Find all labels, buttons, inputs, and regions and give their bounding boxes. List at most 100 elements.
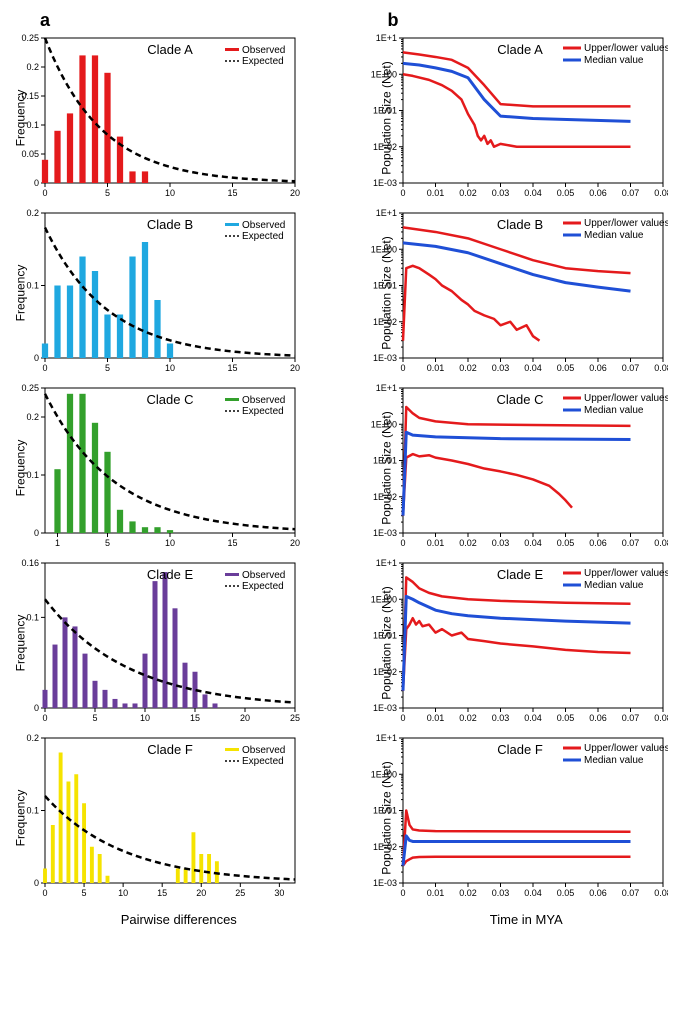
svg-text:0.2: 0.2 bbox=[26, 733, 39, 743]
svg-text:0.06: 0.06 bbox=[589, 538, 607, 548]
chart-wrapper: Population Size (Net)00.010.020.030.040.… bbox=[358, 558, 685, 728]
bar bbox=[42, 344, 48, 359]
svg-text:20: 20 bbox=[240, 713, 250, 723]
bar bbox=[167, 530, 173, 533]
legend-upperlower-label: Upper/lower values bbox=[584, 568, 668, 579]
y-axis-label: Frequency bbox=[13, 440, 27, 497]
svg-text:0.05: 0.05 bbox=[556, 363, 574, 373]
bar-chart-clade-b: 0510152000.10.2Clade BObservedExpected bbox=[10, 208, 300, 378]
y-axis-label: Frequency bbox=[13, 90, 27, 147]
bar bbox=[43, 690, 48, 708]
legend-observed-label: Observed bbox=[242, 570, 285, 581]
legend-observed-label: Observed bbox=[242, 745, 285, 756]
median-line bbox=[403, 596, 631, 690]
svg-text:5: 5 bbox=[82, 888, 87, 898]
svg-text:0.1: 0.1 bbox=[26, 281, 39, 291]
svg-text:0.07: 0.07 bbox=[621, 188, 639, 198]
panel-a-label: a bbox=[40, 10, 348, 31]
bar bbox=[54, 131, 60, 183]
legend-upperlower-label: Upper/lower values bbox=[584, 743, 668, 754]
svg-text:0.02: 0.02 bbox=[459, 888, 477, 898]
bar bbox=[43, 869, 47, 884]
svg-text:1E+1: 1E+1 bbox=[375, 208, 396, 218]
svg-text:20: 20 bbox=[290, 538, 300, 548]
bar bbox=[59, 753, 63, 884]
svg-text:0.05: 0.05 bbox=[556, 888, 574, 898]
y-axis-label: Frequency bbox=[13, 615, 27, 672]
figure-container: a Frequency0510152000.050.10.150.20.25Cl… bbox=[10, 10, 685, 927]
legend-median-label: Median value bbox=[584, 55, 644, 66]
bar bbox=[67, 113, 73, 183]
svg-text:0.08: 0.08 bbox=[654, 888, 668, 898]
panel-b-label: b bbox=[388, 10, 685, 31]
skyline-chart-clade-e: 00.010.020.030.040.050.060.070.081E-031E… bbox=[358, 558, 668, 728]
legend-observed-swatch bbox=[225, 223, 239, 226]
bar bbox=[129, 521, 135, 533]
legend-observed-swatch bbox=[225, 48, 239, 51]
svg-text:5: 5 bbox=[92, 713, 97, 723]
svg-text:0: 0 bbox=[42, 888, 47, 898]
svg-text:0.06: 0.06 bbox=[589, 888, 607, 898]
svg-text:0.04: 0.04 bbox=[524, 888, 542, 898]
legend-median-label: Median value bbox=[584, 580, 644, 591]
legend-observed-swatch bbox=[225, 398, 239, 401]
svg-text:0.05: 0.05 bbox=[556, 713, 574, 723]
svg-text:15: 15 bbox=[227, 538, 237, 548]
bar bbox=[73, 626, 78, 708]
chart-wrapper: Population Size (Net)00.010.020.030.040.… bbox=[358, 208, 685, 378]
svg-text:0.06: 0.06 bbox=[589, 713, 607, 723]
svg-text:1E+1: 1E+1 bbox=[375, 733, 396, 743]
bar bbox=[103, 690, 108, 708]
legend-median-label: Median value bbox=[584, 230, 644, 241]
svg-text:0.08: 0.08 bbox=[654, 188, 668, 198]
clade-label: Clade C bbox=[496, 392, 543, 407]
median-line bbox=[403, 63, 631, 121]
clade-label: Clade F bbox=[147, 742, 193, 757]
bar bbox=[66, 782, 70, 884]
svg-text:0.06: 0.06 bbox=[589, 363, 607, 373]
svg-text:10: 10 bbox=[165, 538, 175, 548]
bar bbox=[133, 703, 138, 708]
lower-line bbox=[403, 74, 631, 147]
y-axis-label: Population Size (Net) bbox=[379, 586, 393, 699]
bar bbox=[51, 825, 55, 883]
bar bbox=[92, 271, 98, 358]
bar bbox=[143, 654, 148, 708]
svg-text:25: 25 bbox=[235, 888, 245, 898]
bar bbox=[129, 171, 135, 183]
bar bbox=[183, 663, 188, 708]
svg-text:0: 0 bbox=[34, 703, 39, 713]
svg-text:5: 5 bbox=[105, 538, 110, 548]
svg-text:0.1: 0.1 bbox=[26, 120, 39, 130]
legend-upperlower-label: Upper/lower values bbox=[584, 393, 668, 404]
upper-line bbox=[403, 407, 631, 516]
chart-wrapper: Frequency0510152000.050.10.150.20.25Clad… bbox=[10, 33, 348, 203]
skyline-chart-clade-b: 00.010.020.030.040.050.060.070.081E-031E… bbox=[358, 208, 668, 378]
svg-text:0.01: 0.01 bbox=[426, 363, 444, 373]
svg-text:0.06: 0.06 bbox=[589, 188, 607, 198]
legend-observed-swatch bbox=[225, 748, 239, 751]
svg-text:1E-03: 1E-03 bbox=[372, 353, 396, 363]
legend-median-label: Median value bbox=[584, 755, 644, 766]
chart-wrapper: Frequency0510152000.10.2Clade BObservedE… bbox=[10, 208, 348, 378]
svg-text:0.02: 0.02 bbox=[459, 188, 477, 198]
bar bbox=[129, 257, 135, 359]
bar bbox=[184, 869, 188, 884]
bar bbox=[98, 854, 102, 883]
bar bbox=[79, 394, 85, 533]
clade-label: Clade E bbox=[147, 567, 194, 582]
svg-text:0.1: 0.1 bbox=[26, 470, 39, 480]
bar bbox=[83, 654, 88, 708]
column-a: a Frequency0510152000.050.10.150.20.25Cl… bbox=[10, 10, 348, 927]
legend-expected-label: Expected bbox=[242, 406, 284, 417]
svg-text:5: 5 bbox=[105, 363, 110, 373]
clade-label: Clade B bbox=[496, 217, 542, 232]
legend-upperlower-label: Upper/lower values bbox=[584, 43, 668, 54]
legend-expected-label: Expected bbox=[242, 231, 284, 242]
svg-text:0.02: 0.02 bbox=[459, 363, 477, 373]
bar bbox=[176, 869, 180, 884]
upper-line bbox=[403, 577, 631, 690]
bar bbox=[67, 286, 73, 359]
svg-text:1: 1 bbox=[55, 538, 60, 548]
chart-wrapper: Frequency051015202500.10.16Clade EObserv… bbox=[10, 558, 348, 728]
